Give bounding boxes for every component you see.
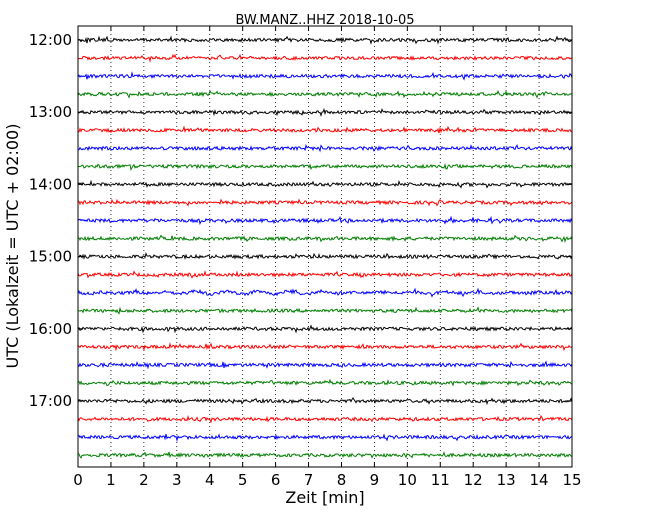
y-tick-labels: 12:00 13:00 14:00 15:00 16:00 17:00 [29,31,72,410]
x-tick-label-15: 15 [562,471,581,489]
x-tick-label-1: 1 [106,471,116,489]
x-tick-label-5: 5 [238,471,248,489]
trace-1700 [78,398,572,404]
trace-1230 [78,73,572,79]
x-tick-label-14: 14 [530,471,549,489]
x-tick-label-13: 13 [497,471,516,489]
y-tick-label-1600: 16:00 [29,320,72,338]
trace-1415 [78,200,572,206]
trace-1300 [78,109,572,115]
trace-1215 [78,55,572,61]
trace-1530 [78,289,572,296]
x-axis-label: Zeit [min] [285,488,364,507]
trace-1500 [78,254,572,259]
x-tick-label-10: 10 [398,471,417,489]
trace-1715 [78,416,572,422]
x-tick-label-11: 11 [431,471,450,489]
trace-group [78,37,572,458]
y-axis-label: UTC (Lokalzeit = UTC + 02:00) [3,124,22,369]
trace-1745 [78,452,572,458]
y-tick-label-1500: 15:00 [29,248,72,266]
trace-1445 [78,236,572,242]
trace-1330 [78,145,572,151]
trace-1730 [78,434,572,440]
x-tick-label-9: 9 [370,471,380,489]
x-tick-label-4: 4 [205,471,215,489]
y-tick-label-1300: 13:00 [29,103,72,121]
trace-1400 [78,181,572,187]
x-tick-label-2: 2 [139,471,149,489]
trace-1245 [78,91,572,97]
y-tick-label-1400: 14:00 [29,175,72,193]
trace-1315 [78,127,572,133]
x-tick-labels: 0 1 2 3 4 5 6 7 8 9 10 11 12 13 14 15 [73,471,581,489]
y-tick-label-1700: 17:00 [29,392,72,410]
x-tick-label-8: 8 [337,471,347,489]
y-tick-label-1200: 12:00 [29,31,72,49]
trace-1430 [78,217,572,223]
trace-1345 [78,164,572,169]
trace-1615 [78,344,572,350]
trace-1515 [78,272,572,278]
trace-1200 [78,37,572,43]
x-tick-label-0: 0 [73,471,83,489]
trace-1545 [78,308,572,314]
x-tick-label-12: 12 [464,471,483,489]
trace-1645 [78,380,572,385]
x-tick-label-3: 3 [172,471,182,489]
trace-1600 [78,326,572,332]
trace-1630 [78,362,572,368]
x-tick-label-7: 7 [304,471,314,489]
x-tick-label-6: 6 [271,471,281,489]
